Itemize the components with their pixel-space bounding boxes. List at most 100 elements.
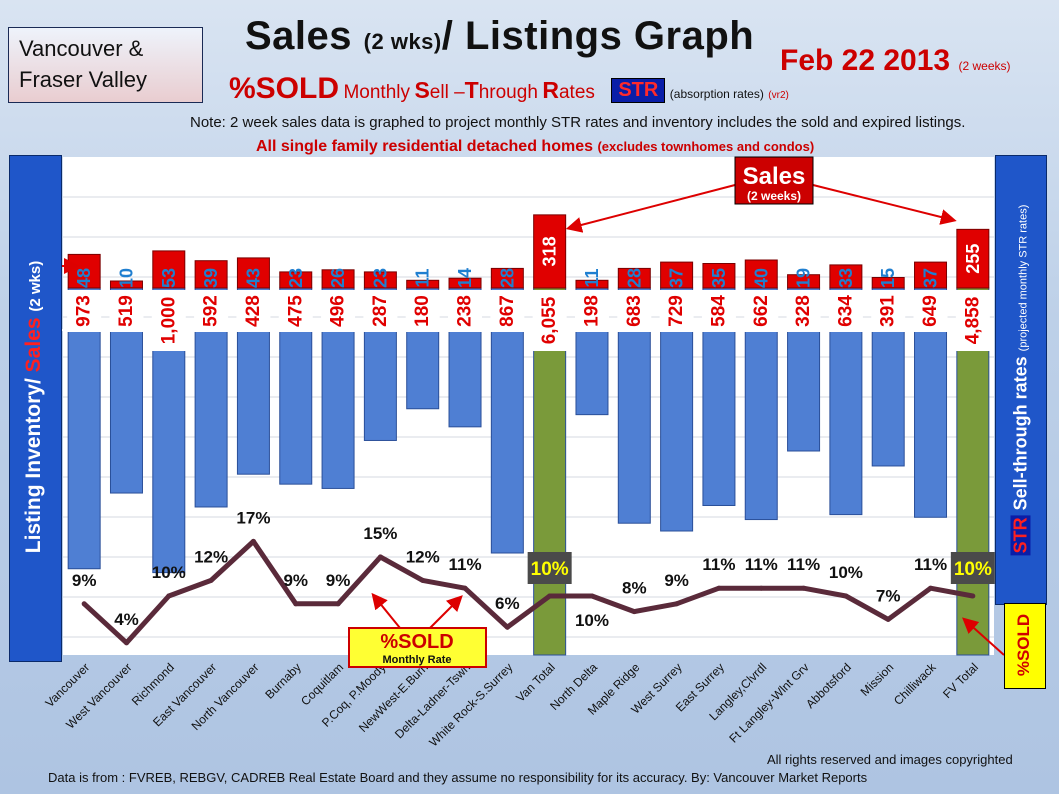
sales-label: 23 [370, 268, 390, 288]
copyright-text: All rights reserved and images copyright… [767, 752, 1013, 767]
percent-label: 8% [622, 579, 647, 598]
sales-label: 33 [836, 268, 856, 288]
inventory-label: 683 [624, 295, 645, 327]
left-label-inventory: Listing Inventory [22, 384, 45, 554]
sales-bar [914, 261, 948, 289]
sold-callout-note: Monthly Rate [382, 654, 451, 666]
report-date: Feb 22 2013 (2 weeks) [780, 44, 1010, 78]
inventory-label: 584 [708, 295, 729, 327]
inventory-label-box [363, 290, 398, 332]
sales-bar [490, 267, 524, 289]
percent-label: 17% [236, 508, 270, 527]
sold-point [208, 577, 214, 583]
percent-label: 12% [406, 547, 440, 566]
subtitle-ates: ates [558, 82, 595, 103]
inventory-label: 287 [370, 295, 391, 327]
total-percent-box [527, 552, 572, 584]
inventory-label: 328 [793, 295, 814, 327]
sold-point [631, 609, 637, 615]
sales-label: 10 [116, 268, 136, 288]
percent-labels: 9% 4% 10% 12% 17% 9% 9% 15% 12% 11% 6% 10% 10% 8% 9% 11… [72, 508, 995, 630]
subtitle-hrough: hrough [478, 82, 538, 103]
source-text: Data is from : FVREB, REBGV, CADREB Real… [48, 770, 868, 785]
inventory-label-box [913, 290, 948, 332]
percent-label: 11% [914, 555, 947, 574]
inventory-label-box [532, 290, 567, 351]
inventory-label: 475 [285, 295, 306, 327]
subtitle: %SOLD Monthly Sell –Through Rates STR (a… [229, 72, 789, 106]
category-label: Chilliwack [891, 660, 939, 708]
inventory-label-box [744, 290, 779, 332]
right-label-str: STR [1010, 515, 1031, 556]
sales-bar [787, 274, 821, 289]
sold-point [166, 593, 172, 599]
category-label: Abbotsford [803, 660, 854, 711]
sold-point [801, 585, 807, 591]
sales-label: 255 [963, 244, 983, 274]
date-value: Feb 22 2013 [780, 44, 951, 77]
title-period: (2 wks) [363, 29, 442, 54]
subtitle-t: T [464, 77, 479, 103]
percent-label: 11% [702, 555, 735, 574]
inventory-label-box [701, 290, 736, 332]
subtitle-s: S [414, 77, 430, 103]
sales-label: 43 [243, 268, 263, 288]
inventory-label: 519 [116, 295, 137, 327]
inventory-label: 649 [920, 295, 941, 327]
sales-bar [829, 264, 863, 289]
region-box: Vancouver & Fraser Valley [8, 27, 203, 103]
inventory-label-box [617, 290, 652, 332]
percent-label: 10% [829, 563, 863, 582]
inventory-label-box [151, 290, 186, 351]
subtitle-ell: ell – [429, 82, 465, 103]
sales-label: 39 [201, 268, 221, 288]
sold-point [547, 593, 553, 599]
inventory-label: 198 [581, 295, 602, 327]
right-label-note: (projected monthly STR rates) [1017, 204, 1030, 352]
sales-bar [321, 269, 355, 289]
str-badge: STR [611, 78, 666, 103]
sales-bar [702, 263, 736, 289]
inventory-label-box [448, 290, 483, 332]
scope-main: All single family residential detached h… [256, 138, 593, 155]
percent-label: 9% [664, 571, 689, 590]
sold-line-series [81, 538, 976, 646]
sold-point [758, 585, 764, 591]
inventory-label-box [109, 290, 144, 332]
percent-label: 6% [495, 594, 520, 613]
sold-point [81, 601, 87, 607]
sold-point [674, 601, 680, 607]
inventory-label: 973 [74, 295, 95, 327]
sales-bar [744, 259, 778, 289]
inventory-label-box [955, 290, 990, 351]
percent-label: 9% [326, 571, 351, 590]
sales-label: 26 [328, 268, 348, 288]
subtitle-r: R [542, 77, 559, 103]
subtitle-monthly: Monthly [343, 82, 410, 103]
percent-label: 9% [72, 571, 97, 590]
inventory-label-box [194, 290, 229, 332]
total-percent-box [950, 552, 995, 584]
sales-bar [236, 257, 270, 289]
right-axis-label: STR Sell-through rates (projected monthl… [1010, 204, 1032, 556]
inventory-label: 6,055 [539, 296, 560, 344]
region-line-2: Fraser Valley [19, 67, 147, 92]
category-label: Delta-Ladner-Tswn [392, 660, 473, 741]
inventory-label-box [828, 290, 863, 332]
sales-bars [67, 214, 990, 289]
sales-bar [871, 277, 905, 289]
inventory-label-box [871, 290, 906, 332]
sold-point [589, 593, 595, 599]
inventory-label: 238 [455, 295, 476, 327]
sold-point [462, 585, 468, 591]
sales-bar [533, 214, 567, 289]
inventory-label: 592 [201, 295, 222, 327]
percent-label: 11% [448, 555, 481, 574]
sold-point [335, 601, 341, 607]
sales-label: 318 [540, 236, 560, 266]
sales-label: 11 [413, 268, 433, 287]
sales-bar [194, 260, 228, 289]
annotation-arrow [812, 184, 957, 225]
sales-label: 28 [497, 268, 517, 288]
sales-callout-title: Sales [743, 163, 806, 190]
